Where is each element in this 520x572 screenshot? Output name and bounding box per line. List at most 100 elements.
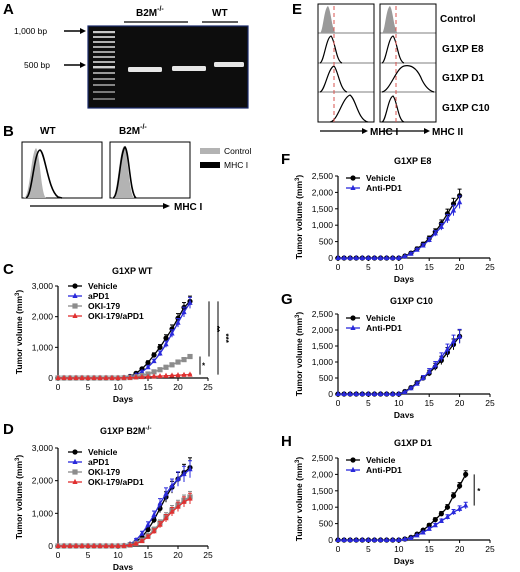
data-point [181, 470, 187, 477]
data-point [85, 374, 91, 380]
data-point [175, 359, 181, 365]
data-point [450, 338, 457, 344]
sig-label-3: *** [221, 333, 230, 343]
data-point [353, 536, 359, 542]
x-tick-label: 15 [143, 550, 153, 560]
chart-panel-h: H G1XP D1 0 5 10 15 20 25 0 500 1,000 1,500 2,000 2,5… [281, 433, 495, 566]
data-point [157, 344, 163, 350]
data-point [414, 246, 420, 252]
y-tick-label: 0 [48, 541, 53, 551]
data-point [175, 319, 181, 325]
y-tick-label: 500 [319, 237, 333, 247]
series-anti-pd1 [335, 501, 469, 542]
gel-band-wt [214, 62, 244, 67]
series-anti-pd1 [335, 328, 463, 396]
data-point [151, 517, 157, 523]
legend-label: Anti-PD1 [366, 465, 402, 475]
data-point [163, 341, 169, 347]
chart-title-h: G1XP D1 [394, 438, 432, 448]
panel-letter-f: F [281, 151, 290, 168]
y-axis-label: Tumor volume (mm3) [294, 175, 304, 260]
panel-a: A 1,000 bp 500 bp B2M-/- WT [3, 1, 249, 109]
y-tick-label: 0 [328, 535, 333, 545]
x-tick-label: 0 [336, 398, 341, 408]
legend-marker [72, 469, 78, 475]
legend-marker [72, 449, 78, 455]
flow-mhc1-e8 [319, 35, 343, 64]
data-point [335, 390, 341, 396]
x-tick-label: 15 [424, 544, 434, 554]
data-point [151, 528, 157, 534]
data-point [169, 482, 175, 488]
data-point [157, 500, 163, 506]
data-point [157, 350, 163, 356]
series-line [58, 496, 191, 547]
y-tick-label: 500 [319, 373, 333, 383]
legend-label-control: Control [224, 146, 252, 156]
data-point [157, 372, 163, 379]
y-tick-label: 1,000 [312, 220, 334, 230]
data-point [335, 254, 341, 260]
x-tick-label: 10 [113, 550, 123, 560]
x-axis-label: Days [113, 562, 134, 570]
series-vehicle [55, 295, 193, 381]
legend-marker [72, 292, 78, 298]
data-point [133, 374, 139, 380]
data-point [377, 390, 384, 396]
legend-label: OKI-179 [88, 301, 120, 311]
legend-marker [72, 478, 78, 484]
x-tick-label: 20 [455, 544, 465, 554]
chart-title-f: G1XP E8 [394, 156, 431, 166]
legend-label: Vehicle [88, 447, 118, 457]
y-tick-label: 2,500 [312, 309, 334, 319]
data-point [377, 254, 384, 260]
data-point [55, 542, 61, 548]
legend-label: Anti-PD1 [366, 183, 402, 193]
data-point [457, 483, 463, 489]
data-point [450, 508, 457, 515]
data-point [377, 536, 384, 542]
series-vehicle [335, 329, 463, 397]
data-point [139, 530, 145, 536]
y-axis-label: Tumor volume (mm3) [14, 290, 24, 375]
x-tick-label: 25 [485, 262, 495, 272]
data-point [371, 536, 378, 542]
data-point [145, 533, 151, 539]
x-tick-label: 15 [424, 398, 434, 408]
data-point [169, 362, 175, 368]
histogram-xlabel: MHC I [174, 202, 203, 213]
x-tick-label: 20 [455, 398, 465, 408]
y-tick-label: 1,000 [32, 508, 54, 518]
data-point [139, 537, 145, 544]
data-point [157, 367, 163, 373]
data-point [181, 371, 187, 377]
data-point [341, 390, 347, 396]
y-tick-label: 2,500 [312, 453, 334, 463]
x-tick-label: 25 [203, 382, 213, 392]
data-point [335, 536, 341, 542]
data-point [115, 542, 121, 548]
legend-label: aPD1 [88, 291, 110, 301]
data-point [438, 517, 444, 523]
data-point [347, 254, 353, 260]
flow-mhc2-d1 [381, 65, 435, 93]
data-point [402, 388, 408, 395]
legend-label: Vehicle [366, 455, 396, 465]
data-point [347, 536, 353, 542]
flow-xlabel-mhc1: MHC I [370, 127, 399, 138]
chart-panel-g: G G1XP C10 0 5 10 15 20 25 0 500 1,000 1,500 2,000 2,… [281, 291, 495, 418]
data-point [420, 242, 426, 248]
data-point [359, 254, 365, 260]
y-tick-label: 2,000 [312, 469, 334, 479]
chart-title-c: G1XP WT [112, 266, 153, 276]
data-point [457, 333, 463, 339]
legend-marker [350, 184, 356, 190]
data-point [438, 354, 444, 360]
data-point [169, 508, 175, 514]
histogram-box-b2m [109, 141, 191, 199]
data-point [414, 380, 420, 386]
ladder-arrowhead-1000 [80, 28, 86, 34]
x-axis-label: Days [394, 556, 415, 566]
group-label-b2m: B2M-/- [136, 6, 164, 19]
data-point [151, 369, 157, 375]
